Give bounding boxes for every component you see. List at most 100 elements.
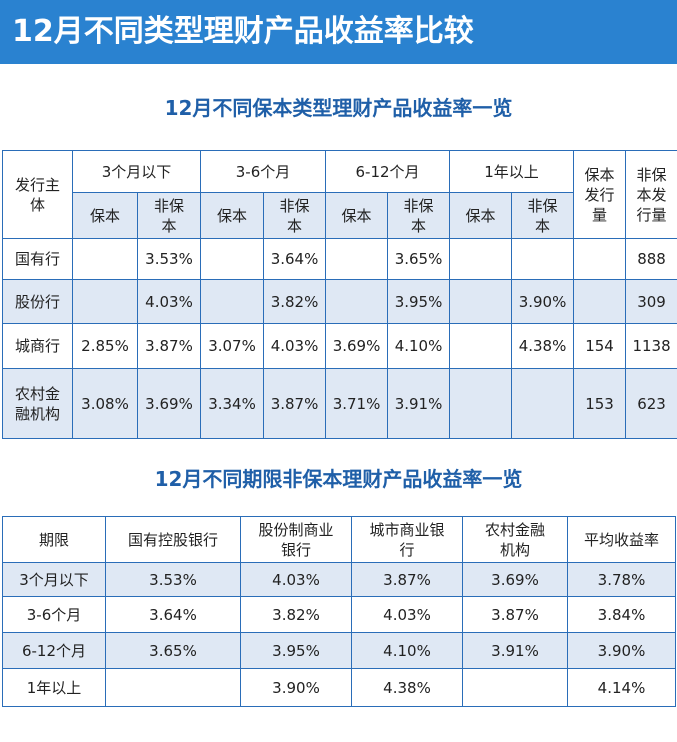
yield-cell: 3.69%: [136, 368, 202, 439]
term-cell: 6-12个月: [2, 632, 106, 669]
period-header: 3个月以下: [71, 150, 202, 193]
yield-cell: [325, 238, 389, 280]
yield-cell: 3.64%: [263, 238, 327, 280]
yield-cell: 3.65%: [105, 632, 241, 669]
subheader-principal: 保本: [200, 192, 265, 239]
yield-cell: [200, 238, 265, 280]
table-header-row: 期限 国有控股银行 股份制商业银行 城市商业银行 农村金融机构 平均收益率: [2, 516, 676, 563]
yield-cell: [325, 279, 389, 324]
table1-title: 12月不同保本类型理财产品收益率一览: [164, 96, 513, 120]
principal-count-cell: 153: [573, 368, 627, 439]
yield-cell: 3.64%: [105, 596, 241, 633]
subheader-principal: 保本: [72, 192, 138, 239]
table-row: 6-12个月 3.65% 3.95% 4.10% 3.91% 3.90%: [2, 632, 676, 669]
yield-cell: 3.87%: [462, 596, 568, 633]
issuer-header: 发行主体: [2, 150, 73, 239]
yield-cell: 3.08%: [72, 368, 138, 439]
subheader-principal: 保本: [325, 192, 389, 239]
period-header: 6-12个月: [325, 150, 451, 193]
yield-cell: 3.65%: [387, 238, 451, 280]
yield-cell: 2.85%: [72, 323, 138, 369]
yield-cell: [200, 279, 265, 324]
yield-cell: [105, 668, 241, 707]
principal-type-yield-table: 发行主体 3个月以下 3-6个月 6-12个月 1年以上 保本发行量 非保本发行…: [2, 150, 677, 439]
yield-cell: 3.53%: [136, 238, 202, 280]
subheader-principal: 保本: [449, 192, 513, 239]
term-cell: 3个月以下: [2, 562, 106, 597]
page-title: 12月不同类型理财产品收益率比较: [0, 0, 677, 64]
period-header: 1年以上: [449, 150, 575, 193]
yield-cell: 3.91%: [462, 632, 568, 669]
column-header: 期限: [2, 516, 106, 563]
yield-cell: [72, 279, 138, 324]
yield-cell: [449, 368, 513, 439]
issuer-cell: 国有行: [2, 238, 73, 280]
column-header: 股份制商业银行: [240, 516, 352, 563]
yield-cell: 4.38%: [511, 323, 575, 369]
nonprincipal-count-cell: 623: [625, 368, 677, 439]
yield-cell: 3.95%: [387, 279, 451, 324]
yield-cell: [511, 238, 575, 280]
term-yield-table: 期限 国有控股银行 股份制商业银行 城市商业银行 农村金融机构 平均收益率 3个月以下 3.5…: [2, 516, 676, 707]
principal-count-cell: [573, 279, 627, 324]
yield-cell: 4.03%: [351, 596, 463, 633]
yield-cell: 3.84%: [567, 596, 676, 633]
subheader-nonprincipal: 非保本: [263, 192, 327, 239]
yield-cell: 3.82%: [240, 596, 352, 633]
yield-cell: [462, 668, 568, 707]
issuer-cell: 股份行: [2, 279, 73, 324]
yield-cell: 3.71%: [325, 368, 389, 439]
yield-cell: 4.03%: [136, 279, 202, 324]
period-header: 3-6个月: [200, 150, 327, 193]
issuer-cell: 农村金融机构: [2, 368, 73, 439]
yield-cell: 4.03%: [263, 323, 327, 369]
yield-cell: 3.90%: [567, 632, 676, 669]
column-header: 平均收益率: [567, 516, 676, 563]
principal-count-cell: 154: [573, 323, 627, 369]
principal-count-header: 保本发行量: [573, 150, 627, 239]
nonprincipal-count-cell: 309: [625, 279, 677, 324]
table-row: 农村金融机构 3.08% 3.69% 3.34% 3.87% 3.71% 3.91% 153 6…: [2, 368, 677, 439]
term-cell: 3-6个月: [2, 596, 106, 633]
nonprincipal-count-header: 非保本发行量: [625, 150, 677, 239]
table-row: 国有行 3.53% 3.64% 3.65% 888: [2, 238, 677, 280]
yield-cell: 3.07%: [200, 323, 265, 369]
yield-cell: 4.38%: [351, 668, 463, 707]
yield-cell: 3.69%: [325, 323, 389, 369]
table-row: 1年以上 3.90% 4.38% 4.14%: [2, 668, 676, 707]
yield-cell: 3.82%: [263, 279, 327, 324]
yield-cell: 3.95%: [240, 632, 352, 669]
term-cell: 1年以上: [2, 668, 106, 707]
table2-title: 12月不同期限非保本理财产品收益率一览: [154, 467, 523, 491]
yield-cell: 3.87%: [351, 562, 463, 597]
yield-cell: 3.87%: [136, 323, 202, 369]
nonprincipal-count-cell: 1138: [625, 323, 677, 369]
yield-cell: 3.53%: [105, 562, 241, 597]
subheader-nonprincipal: 非保本: [511, 192, 575, 239]
yield-cell: 4.14%: [567, 668, 676, 707]
issuer-cell: 城商行: [2, 323, 73, 369]
yield-cell: 3.90%: [511, 279, 575, 324]
yield-cell: 3.87%: [263, 368, 327, 439]
yield-cell: [449, 323, 513, 369]
yield-cell: 4.10%: [387, 323, 451, 369]
yield-cell: [449, 279, 513, 324]
subheader-nonprincipal: 非保本: [136, 192, 202, 239]
table-row: 城商行 2.85% 3.87% 3.07% 4.03% 3.69% 4.10% 4.38% 15…: [2, 323, 677, 369]
column-header: 国有控股银行: [105, 516, 241, 563]
column-header: 农村金融机构: [462, 516, 568, 563]
nonprincipal-count-cell: 888: [625, 238, 677, 280]
table-row: 股份行 4.03% 3.82% 3.95% 3.90% 309: [2, 279, 677, 324]
subheader-nonprincipal: 非保本: [387, 192, 451, 239]
column-header: 城市商业银行: [351, 516, 463, 563]
yield-cell: 4.03%: [240, 562, 352, 597]
yield-cell: 4.10%: [351, 632, 463, 669]
yield-cell: 3.90%: [240, 668, 352, 707]
yield-cell: [449, 238, 513, 280]
table-row: 3个月以下 3.53% 4.03% 3.87% 3.69% 3.78%: [2, 562, 676, 597]
yield-cell: [511, 368, 575, 439]
yield-cell: 3.78%: [567, 562, 676, 597]
table-row: 3-6个月 3.64% 3.82% 4.03% 3.87% 3.84%: [2, 596, 676, 633]
principal-count-cell: [573, 238, 627, 280]
yield-cell: 3.34%: [200, 368, 265, 439]
